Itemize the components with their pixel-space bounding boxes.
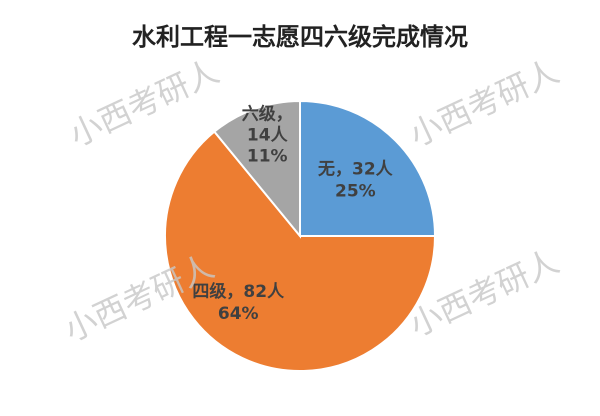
data-label: 六级， 14人 (242, 103, 293, 145)
pie-slice (164, 130, 437, 372)
percentage-label: 11% (247, 146, 288, 166)
data-label: 无，32人 (317, 160, 394, 180)
pie-slice (212, 99, 301, 239)
label-line: 六级， (242, 103, 293, 124)
percentage-label: 64% (218, 304, 259, 324)
pie-slice (299, 99, 437, 237)
chart-title: 水利工程一志愿四六级完成情况 (132, 23, 468, 51)
percentage-label: 25% (335, 182, 376, 202)
label-line: 14人 (247, 125, 289, 145)
data-label: 四级，82人 (192, 281, 285, 302)
